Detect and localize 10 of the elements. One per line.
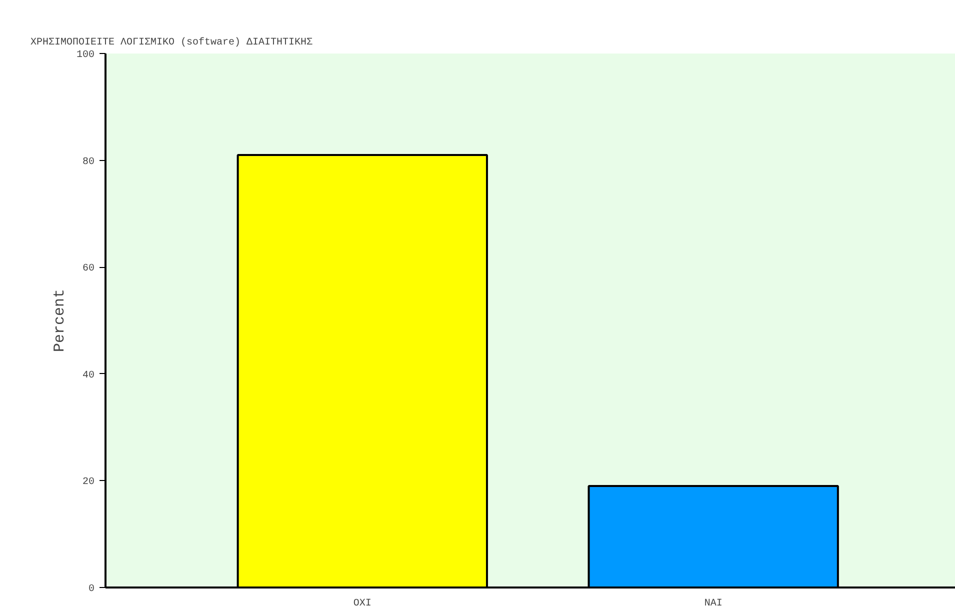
y-tick-label: 100 [76, 50, 95, 61]
y-tick-label: 80 [82, 156, 95, 168]
chart-title: ΧΡΗΣΙΜΟΠΟΙΕΙΤΕ ΛΟΓΙΣΜΙΚΟ (software) ΔΙΑΙΤΗΤΙΚΗΣ [30, 36, 313, 48]
y-tick-label: 60 [82, 264, 95, 275]
y-tick-label: 20 [82, 477, 95, 488]
y-tick-label: 0 [88, 584, 95, 595]
y-axis-title: Percent [51, 288, 68, 352]
x-tick-label: ΝΑΙ [704, 598, 722, 610]
y-tick-label: 40 [82, 370, 95, 382]
x-tick-label: ΟΧΙ [353, 598, 372, 610]
